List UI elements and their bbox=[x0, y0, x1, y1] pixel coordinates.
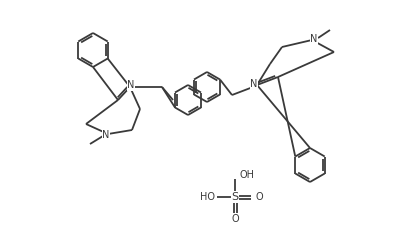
Text: N: N bbox=[251, 79, 258, 89]
Text: N: N bbox=[102, 130, 110, 140]
Text: N: N bbox=[127, 80, 135, 90]
Text: HO: HO bbox=[200, 192, 215, 202]
Text: N: N bbox=[310, 34, 318, 44]
Text: O: O bbox=[255, 192, 263, 202]
Text: OH: OH bbox=[239, 170, 254, 180]
Text: O: O bbox=[231, 214, 239, 224]
Text: S: S bbox=[231, 192, 239, 202]
